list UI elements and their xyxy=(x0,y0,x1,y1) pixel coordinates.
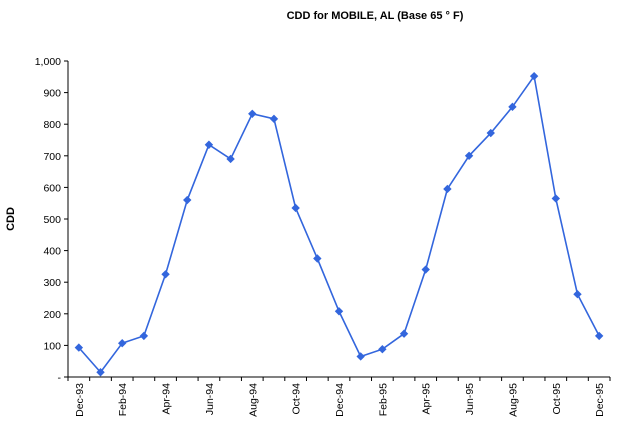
data-point xyxy=(269,114,279,124)
x-tick-label: Feb-95 xyxy=(377,383,389,416)
y-tick-label: 400 xyxy=(43,246,61,258)
axes xyxy=(67,61,610,378)
x-tick-label: Aug-94 xyxy=(247,383,259,417)
y-tick-label: 300 xyxy=(43,277,61,289)
x-tick-label: Oct-94 xyxy=(291,383,303,415)
y-tick-label: 200 xyxy=(43,309,61,321)
data-point xyxy=(291,203,300,213)
y-tick-label: 600 xyxy=(43,182,61,194)
data-point xyxy=(248,109,257,118)
data-point xyxy=(378,344,387,354)
data-point xyxy=(356,352,365,361)
data-point xyxy=(334,307,344,316)
x-tick-label: Aug-95 xyxy=(507,383,519,417)
x-ticks: Dec-93 Feb-94 Apr-94 Jun-94 Aug-94 Oct-94 Dec-… xyxy=(67,377,611,417)
y-tick-label: 100 xyxy=(43,340,61,352)
data-point xyxy=(529,71,539,81)
x-tick-label: Apr-94 xyxy=(161,383,173,415)
data-point xyxy=(313,254,322,263)
x-tick-label: Dec-93 xyxy=(74,383,86,417)
y-tick-label: 500 xyxy=(43,214,61,226)
series-line xyxy=(78,74,600,374)
data-point xyxy=(551,194,560,203)
data-point xyxy=(74,343,84,352)
data-point xyxy=(226,154,235,164)
y-tick-label: - xyxy=(58,372,62,384)
data-point xyxy=(204,140,214,149)
x-tick-label: Oct-95 xyxy=(551,383,563,415)
data-point xyxy=(118,338,127,348)
data-point xyxy=(96,368,105,377)
y-axis-label: CDD xyxy=(5,207,17,231)
y-tick-label: 1,000 xyxy=(35,56,61,68)
series-group xyxy=(74,71,604,377)
y-ticks: - 100 200 300 400 500 600 700 800 900 1,000 xyxy=(35,56,68,384)
x-tick-label: Jun-95 xyxy=(464,383,476,415)
y-tick-label: 800 xyxy=(43,119,61,131)
data-point xyxy=(594,331,604,341)
y-tick-label: 900 xyxy=(43,88,61,100)
x-tick-label: Jun-94 xyxy=(204,383,216,415)
data-point xyxy=(573,290,582,299)
data-point xyxy=(443,184,452,194)
x-tick-label: Feb-94 xyxy=(117,383,129,416)
x-tick-label: Dec-94 xyxy=(334,383,346,417)
data-point xyxy=(399,329,409,338)
data-point xyxy=(421,265,430,274)
data-point xyxy=(139,331,149,341)
y-tick-label: 700 xyxy=(43,151,61,163)
data-point xyxy=(508,102,517,112)
data-point xyxy=(464,151,474,160)
data-point xyxy=(183,195,192,205)
chart-title: CDD for MOBILE, AL (Base 65 ° F) xyxy=(287,10,464,22)
x-tick-label: Dec-95 xyxy=(594,383,606,417)
x-tick-label: Apr-95 xyxy=(421,383,433,415)
data-point xyxy=(161,270,170,279)
data-point xyxy=(486,128,495,138)
